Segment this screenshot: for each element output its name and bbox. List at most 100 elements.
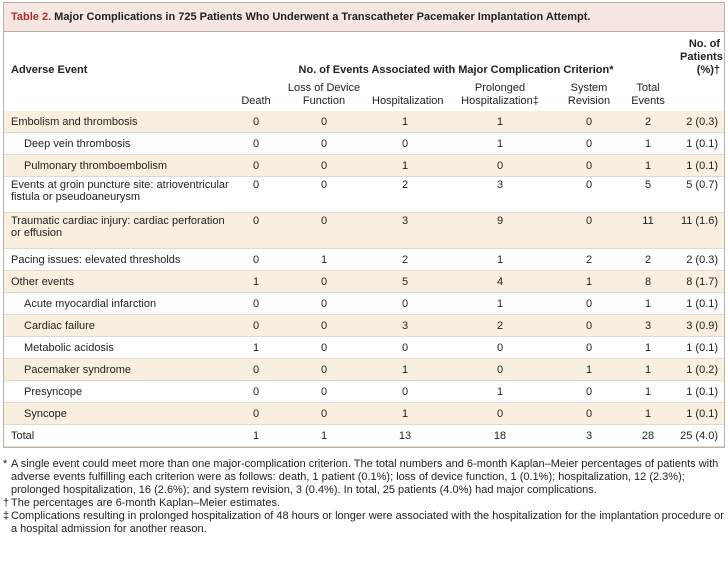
cell: 2 [370, 248, 440, 271]
cell: 8 [618, 270, 679, 293]
cell: 0 [440, 154, 560, 177]
column-header: Total Events [631, 82, 665, 107]
cell: 2 [440, 314, 560, 337]
cell: 1 [234, 270, 278, 293]
cell: 3 (0.9) [678, 314, 725, 337]
row-label: Presyncope [4, 380, 234, 403]
cell: 0 [278, 132, 370, 155]
cell: 0 [234, 380, 278, 403]
cell: 2 (0.3) [678, 111, 725, 133]
cell: 0 [234, 358, 278, 381]
cell: 0 [278, 154, 370, 177]
cell: 1 [618, 402, 679, 425]
cell: 0 [440, 358, 560, 381]
table-label: Table 2. [11, 11, 52, 23]
row-label: Pacemaker syndrome [4, 358, 234, 381]
cell: 11 (1.6) [678, 212, 725, 249]
cell: 0 [234, 248, 278, 271]
cell: 0 [560, 380, 618, 403]
cell: 0 [234, 402, 278, 425]
cell: 1 [618, 336, 679, 359]
cell: 2 [618, 111, 679, 133]
cell: 1 (0.1) [678, 154, 725, 177]
cell: 0 [234, 111, 278, 133]
row-label: Metabolic acidosis [4, 336, 234, 359]
row-label: Syncope [4, 402, 234, 425]
cell: 0 [560, 336, 618, 359]
cell: 1 [370, 111, 440, 133]
cell: 1 [440, 111, 560, 133]
table-row: Deep vein thrombosis 0 0 0 1 0 1 1 (0.1) [4, 132, 725, 155]
cell: 0 [440, 336, 560, 359]
cell: 1 [440, 132, 560, 155]
cell: 1 [618, 292, 679, 315]
table-row: Pacemaker syndrome 0 0 1 0 1 1 1 (0.2) [4, 358, 725, 381]
row-label: Deep vein thrombosis [4, 132, 234, 155]
cell: 0 [278, 111, 370, 133]
column-header: Loss of Device Function [287, 82, 361, 107]
cell: 0 [560, 111, 618, 133]
cell: 1 [440, 248, 560, 271]
footnote: * A single event could meet more than one… [3, 458, 725, 497]
table-row: Cardiac failure 0 0 3 2 0 3 3 (0.9) [4, 314, 725, 337]
cell: 18 [440, 424, 560, 447]
cell: 2 [560, 248, 618, 271]
cell: 0 [278, 212, 370, 249]
footnote-text: The percentages are 6-month Kaplan–Meier… [11, 497, 281, 509]
cell: 0 [370, 380, 440, 403]
table-figure: Table 2. Major Complications in 725 Patie… [3, 2, 725, 536]
cell: 5 [618, 176, 679, 213]
cell: 0 [560, 176, 618, 213]
header-events-group: No. of Events Associated with Major Comp… [298, 64, 614, 76]
table-row: Metabolic acidosis 1 0 0 0 0 1 1 (0.1) [4, 336, 725, 359]
table-row: Traumatic cardiac injury: cardiac perfor… [4, 212, 725, 249]
cell: 1 [618, 154, 679, 177]
header-patients: No. of Patients (%)† [680, 38, 723, 76]
table-row: Syncope 0 0 1 0 0 1 1 (0.1) [4, 402, 725, 425]
cell: 1 [618, 358, 679, 381]
column-header: Prolonged Hospitalization‡ [461, 82, 539, 107]
cell: 1 (0.1) [678, 402, 725, 425]
cell: 4 [440, 270, 560, 293]
cell: 0 [278, 358, 370, 381]
row-label: Acute myocardial infarction [4, 292, 234, 315]
cell: 9 [440, 212, 560, 249]
cell: 2 [370, 176, 440, 213]
footnote-marker: * [3, 458, 8, 470]
cell: 3 [618, 314, 679, 337]
cell: 0 [440, 402, 560, 425]
cell: 0 [234, 292, 278, 315]
table-row: Events at groin puncture site: atriovent… [4, 176, 725, 213]
table-row: Pacing issues: elevated thresholds 0 1 2 1 2 2… [4, 248, 725, 271]
footnote: ‡ Complications resulting in prolonged ho… [3, 510, 725, 536]
cell: 0 [234, 154, 278, 177]
row-label: Traumatic cardiac injury: cardiac perfor… [4, 212, 234, 249]
footnotes: * A single event could meet more than one… [3, 458, 725, 536]
cell: 3 [370, 314, 440, 337]
cell: 1 (0.1) [678, 132, 725, 155]
cell: 1 [278, 424, 370, 447]
table-row: Other events 1 0 5 4 1 8 8 (1.7) [4, 270, 725, 293]
cell: 1 [560, 270, 618, 293]
table-row: Embolism and thrombosis 0 0 1 1 0 2 2 (0.3) [4, 111, 725, 133]
cell: 0 [560, 314, 618, 337]
cell: 1 [234, 336, 278, 359]
footnote-marker: † [3, 497, 10, 509]
cell: 3 [560, 424, 618, 447]
header-adverse-event: Adverse Event [11, 64, 88, 76]
cell: 0 [370, 336, 440, 359]
cell: 1 [440, 380, 560, 403]
cell: 0 [560, 212, 618, 249]
cell: 1 (0.1) [678, 292, 725, 315]
cell: 1 (0.1) [678, 380, 725, 403]
cell: 0 [234, 212, 278, 249]
cell: 3 [440, 176, 560, 213]
cell: 0 [278, 176, 370, 213]
row-label: Embolism and thrombosis [4, 111, 234, 133]
cell: 8 (1.7) [678, 270, 725, 293]
column-header: System Revision [567, 82, 611, 107]
row-label: Total [4, 424, 234, 447]
table-frame: Adverse Event No. of Events Associated w… [3, 32, 725, 448]
row-label: Pacing issues: elevated thresholds [4, 248, 234, 271]
cell: 1 [370, 154, 440, 177]
